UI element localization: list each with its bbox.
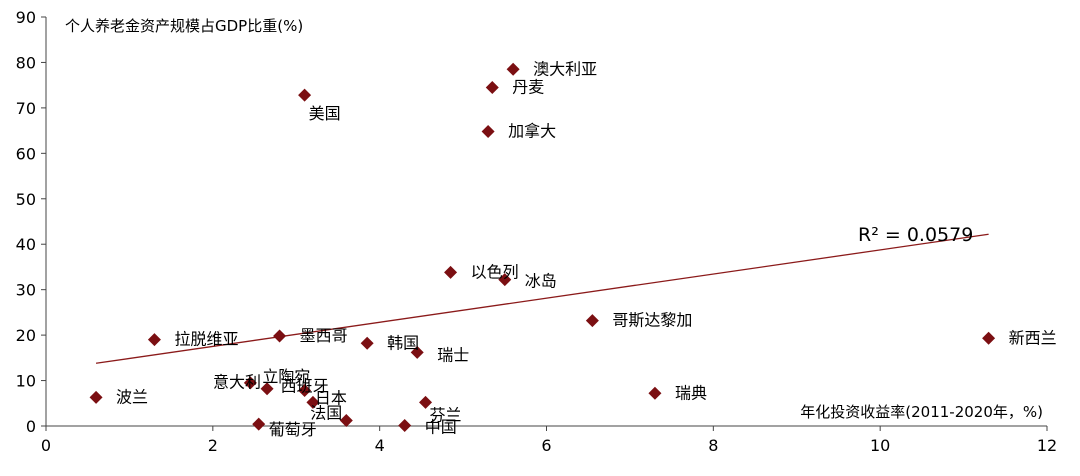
data-point-label: 意大利	[213, 373, 261, 392]
y-tick-label: 10	[16, 372, 36, 391]
data-point-label: 新西兰	[1009, 328, 1057, 347]
data-point-label: 韩国	[387, 333, 419, 352]
data-point-label: 拉脱维亚	[174, 330, 238, 349]
x-axis-label: 年化投资收益率(2011-2020年，%)	[800, 403, 1043, 421]
trendline-group	[95, 233, 989, 364]
x-tick-label: 8	[708, 436, 718, 455]
data-point	[648, 386, 662, 400]
x-tick-label: 0	[41, 436, 51, 455]
y-tick-label: 20	[16, 326, 36, 345]
y-tick-label: 0	[26, 417, 36, 436]
data-point	[485, 80, 499, 94]
data-point	[243, 376, 257, 390]
data-point-label: 芬兰	[430, 405, 462, 424]
data-point	[273, 329, 287, 343]
data-point-label: 瑞士	[437, 345, 469, 364]
x-tick-label: 12	[1037, 436, 1057, 455]
data-point	[982, 331, 996, 345]
data-point	[298, 384, 312, 398]
data-point-label: 加拿大	[508, 122, 556, 141]
data-point-label: 日本	[315, 388, 347, 407]
data-point	[444, 265, 458, 279]
data-point-label: 瑞典	[675, 383, 707, 402]
x-tick-label: 2	[208, 436, 218, 455]
data-point	[260, 382, 274, 396]
data-point	[419, 395, 433, 409]
data-point	[89, 390, 103, 404]
data-point-label: 西班牙	[281, 377, 329, 396]
data-point	[360, 336, 374, 350]
data-point-label: 立陶宛	[262, 367, 310, 386]
data-point-label: 澳大利亚	[533, 59, 597, 78]
data-point-label: 葡萄牙	[269, 420, 317, 439]
r-squared-label: R² = 0.0579	[858, 224, 973, 246]
data-point-label: 墨西哥	[300, 326, 348, 345]
trendline	[95, 233, 989, 364]
data-point-label: 中国	[425, 418, 457, 437]
data-point-label: 丹麦	[512, 77, 544, 96]
data-point-label: 美国	[309, 104, 341, 123]
data-point	[298, 88, 312, 102]
data-point-label: 法国	[310, 404, 342, 423]
data-point	[410, 345, 424, 359]
data-point	[252, 417, 266, 431]
y-tick-label: 30	[16, 281, 36, 300]
y-axis-label: 个人养老金资产规模占GDP比重(%)	[65, 17, 303, 35]
points-group	[89, 62, 996, 433]
x-tick-label: 10	[870, 436, 890, 455]
y-tick-label: 60	[16, 144, 36, 163]
data-point	[506, 62, 520, 76]
axes-group: 0 10 20 30 40 50 60 70 80 90 0 2 4 6 8 10 12	[16, 8, 1058, 455]
data-point	[498, 273, 512, 287]
y-tick-label: 70	[16, 99, 36, 118]
data-point	[481, 125, 495, 139]
x-tick-label: 4	[375, 436, 385, 455]
data-point	[339, 414, 353, 428]
data-point	[147, 333, 161, 347]
y-tick-label: 90	[16, 8, 36, 27]
y-tick-label: 50	[16, 190, 36, 209]
data-point	[585, 314, 599, 328]
y-tick-label: 40	[16, 235, 36, 254]
data-point	[398, 419, 412, 433]
data-point-label: 哥斯达黎加	[612, 311, 692, 330]
data-point-label: 以色列	[471, 262, 519, 281]
data-point	[306, 395, 320, 409]
x-tick-label: 6	[541, 436, 551, 455]
y-tick-label: 80	[16, 53, 36, 72]
data-point-label: 冰岛	[525, 272, 557, 291]
data-point-label: 波兰	[116, 387, 148, 406]
